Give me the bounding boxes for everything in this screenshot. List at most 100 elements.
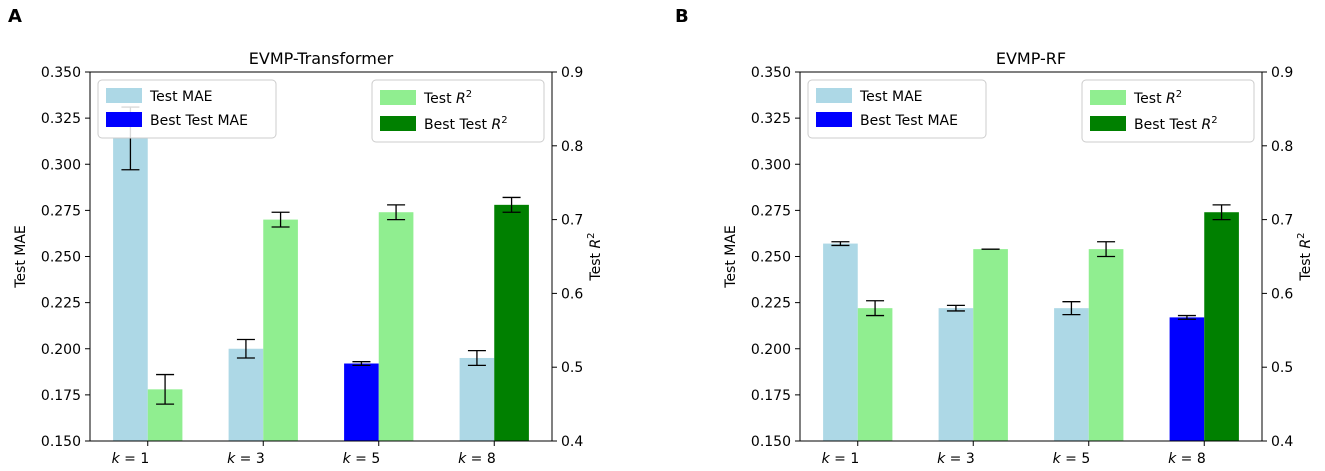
y-tick-label-left: 0.350 bbox=[751, 65, 791, 81]
error-bar bbox=[467, 349, 486, 367]
legend-mae: Test MAE Best Test MAE bbox=[807, 79, 987, 139]
error-bar bbox=[236, 338, 255, 359]
legend-swatch bbox=[380, 116, 416, 131]
legend-label: Test MAE bbox=[859, 89, 923, 105]
y-tick-label-left: 0.250 bbox=[751, 250, 791, 266]
chart-title: EVMP-RF bbox=[996, 49, 1066, 68]
x-tick-label: k = 5 bbox=[343, 451, 381, 467]
error-bar bbox=[946, 304, 965, 312]
y-tick-label-right: 0.7 bbox=[1271, 213, 1293, 229]
x-tick-label: k = 8 bbox=[1168, 451, 1206, 467]
x-tick-label: k = 3 bbox=[227, 451, 265, 467]
legend-label: Best Test R2 bbox=[1134, 115, 1218, 133]
y-tick-label-right: 0.8 bbox=[1271, 139, 1293, 155]
error-bar bbox=[866, 300, 885, 317]
r2-bar bbox=[494, 204, 529, 441]
mae-bar bbox=[344, 363, 379, 441]
legend-mae: Test MAE Best Test MAE bbox=[97, 79, 277, 139]
r2-bar bbox=[1088, 249, 1124, 441]
mae-bar bbox=[823, 243, 858, 441]
r2-bar bbox=[1204, 212, 1239, 441]
error-bar bbox=[1097, 241, 1116, 258]
y-tick-label-right: 0.5 bbox=[561, 360, 583, 376]
y-tick-label-right: 0.5 bbox=[1271, 360, 1293, 376]
y-tick-label-left: 0.200 bbox=[751, 342, 791, 358]
r2-bar bbox=[857, 308, 893, 441]
legend-swatch bbox=[816, 88, 852, 103]
error-bar bbox=[352, 361, 371, 367]
y-axis-label-right: Test R2 bbox=[586, 232, 604, 281]
y-tick-label-left: 0.275 bbox=[41, 203, 81, 219]
x-tick-label: k = 1 bbox=[822, 451, 860, 467]
legend-r2: Test R2 Best Test R2 bbox=[371, 79, 545, 143]
y-axis-label-left: Test MAE bbox=[13, 225, 29, 289]
y-tick-label-right: 0.6 bbox=[561, 286, 583, 302]
r2-bar bbox=[973, 249, 1008, 441]
error-bar bbox=[1062, 301, 1081, 316]
error-bar bbox=[831, 241, 850, 247]
legend-box bbox=[97, 79, 277, 139]
legend-label: Best Test MAE bbox=[860, 113, 958, 129]
y-tick-label-left: 0.225 bbox=[751, 296, 791, 312]
legend-swatch bbox=[1090, 116, 1126, 131]
legend-swatch bbox=[380, 90, 416, 105]
plot-area: 0.150 0.175 0.200 0.225 0.250 0.275 0.300 0.325… bbox=[723, 65, 1314, 467]
y-tick-label-left: 0.325 bbox=[41, 111, 81, 127]
x-tick-label: k = 3 bbox=[937, 451, 975, 467]
y-tick-label-right: 0.9 bbox=[1271, 65, 1293, 81]
y-tick-label-left: 0.275 bbox=[751, 203, 791, 219]
mae-bar bbox=[1054, 308, 1089, 441]
error-bar bbox=[271, 211, 290, 228]
y-tick-label-right: 0.4 bbox=[561, 434, 583, 450]
legend-swatch bbox=[106, 88, 142, 103]
panel-a: A EVMP-Transformer 0.1500.1750.2000.2250… bbox=[8, 6, 604, 467]
error-bar bbox=[502, 196, 521, 213]
plot-area: 0.150 0.175 0.200 0.225 0.250 0.275 0.300 0.325… bbox=[13, 65, 604, 467]
y-tick-label-left: 0.300 bbox=[41, 157, 81, 173]
y-tick-label-right: 0.8 bbox=[561, 139, 583, 155]
mae-bar bbox=[459, 357, 495, 441]
y-tick-label-left: 0.250 bbox=[41, 250, 81, 266]
error-bar bbox=[387, 204, 406, 221]
legend-swatch bbox=[816, 112, 852, 127]
mae-bar bbox=[113, 138, 148, 442]
y-tick-label-left: 0.175 bbox=[41, 388, 81, 404]
y-tick-label-left: 0.300 bbox=[751, 157, 791, 173]
error-bar bbox=[1177, 314, 1196, 320]
legend-box bbox=[807, 79, 987, 139]
y-tick-label-left: 0.325 bbox=[751, 111, 791, 127]
legend-label: Best Test R2 bbox=[424, 115, 508, 133]
mae-bar bbox=[1169, 317, 1205, 441]
error-bar bbox=[1212, 204, 1231, 221]
x-tick-label: k = 5 bbox=[1053, 451, 1091, 467]
y-tick-label-left: 0.175 bbox=[751, 388, 791, 404]
legend-label: Test MAE bbox=[149, 89, 213, 105]
y-axis-label-right: Test R2 bbox=[1296, 232, 1314, 281]
chart-title: EVMP-Transformer bbox=[249, 49, 394, 68]
y-tick-label-left: 0.200 bbox=[41, 342, 81, 358]
r2-bar bbox=[263, 219, 298, 441]
r2-bar bbox=[378, 212, 414, 441]
panel-letter: A bbox=[8, 6, 22, 27]
y-tick-label-left: 0.225 bbox=[41, 296, 81, 312]
legend-swatch bbox=[106, 112, 142, 127]
error-bar bbox=[156, 373, 175, 405]
y-axis-label-left: Test MAE bbox=[723, 225, 739, 289]
mae-bar bbox=[938, 308, 974, 441]
legend-label: Best Test MAE bbox=[150, 113, 248, 129]
y-tick-label-left: 0.150 bbox=[41, 434, 81, 450]
legend-swatch bbox=[1090, 90, 1126, 105]
y-tick-label-right: 0.4 bbox=[1271, 434, 1293, 450]
y-tick-label-left: 0.350 bbox=[41, 65, 81, 81]
mae-bar bbox=[228, 348, 264, 441]
legend-r2: Test R2 Best Test R2 bbox=[1081, 79, 1255, 143]
y-tick-label-right: 0.9 bbox=[561, 65, 583, 81]
panel-letter: B bbox=[675, 6, 689, 27]
y-tick-label-right: 0.6 bbox=[1271, 286, 1293, 302]
x-tick-label: k = 1 bbox=[112, 451, 150, 467]
y-tick-label-left: 0.150 bbox=[751, 434, 791, 450]
legend-label: Test R2 bbox=[423, 89, 472, 107]
y-tick-label-right: 0.7 bbox=[561, 213, 583, 229]
panel-b: B EVMP-RF 0.150 0.175 0.200 0.225 0.250 0.275… bbox=[675, 6, 1314, 467]
